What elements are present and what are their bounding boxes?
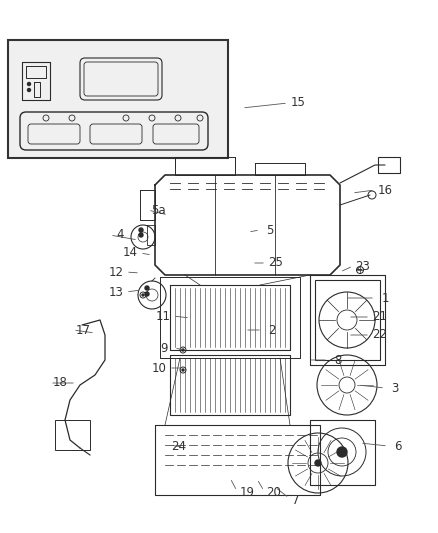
Text: 10: 10 [152, 361, 166, 375]
Circle shape [145, 292, 149, 296]
Text: 5a: 5a [151, 204, 165, 216]
Text: 24: 24 [172, 440, 187, 454]
Circle shape [182, 369, 184, 371]
Bar [315, 280, 380, 360]
Circle shape [139, 233, 143, 237]
Circle shape [28, 88, 31, 92]
Text: 2: 2 [268, 324, 276, 336]
Text: 5: 5 [266, 223, 274, 237]
Text: 14: 14 [123, 246, 138, 260]
Text: 19: 19 [240, 487, 254, 499]
Bar [378, 157, 400, 173]
Text: 9: 9 [160, 342, 168, 354]
Text: 13: 13 [109, 286, 124, 298]
Circle shape [182, 349, 184, 351]
Text: 25: 25 [268, 256, 283, 270]
Text: 12: 12 [109, 265, 124, 279]
Text: 21: 21 [372, 311, 388, 324]
Text: 6: 6 [394, 440, 402, 453]
Text: 4: 4 [116, 229, 124, 241]
Bar [8, 40, 228, 158]
Circle shape [142, 294, 144, 296]
Text: 20: 20 [267, 487, 282, 499]
Bar [55, 420, 90, 450]
Text: 22: 22 [372, 328, 388, 342]
Text: 16: 16 [378, 183, 392, 197]
Text: 1: 1 [381, 292, 389, 304]
Text: 23: 23 [356, 260, 371, 272]
Circle shape [337, 447, 347, 457]
Text: 18: 18 [53, 376, 67, 390]
Text: 17: 17 [75, 324, 91, 336]
Circle shape [28, 83, 31, 85]
Text: 15: 15 [290, 96, 305, 109]
Text: 3: 3 [391, 382, 399, 394]
Text: 11: 11 [155, 310, 170, 322]
Circle shape [315, 460, 321, 466]
Circle shape [145, 286, 149, 290]
Circle shape [139, 228, 143, 232]
Text: 7: 7 [292, 494, 300, 506]
Text: 8: 8 [334, 353, 342, 367]
